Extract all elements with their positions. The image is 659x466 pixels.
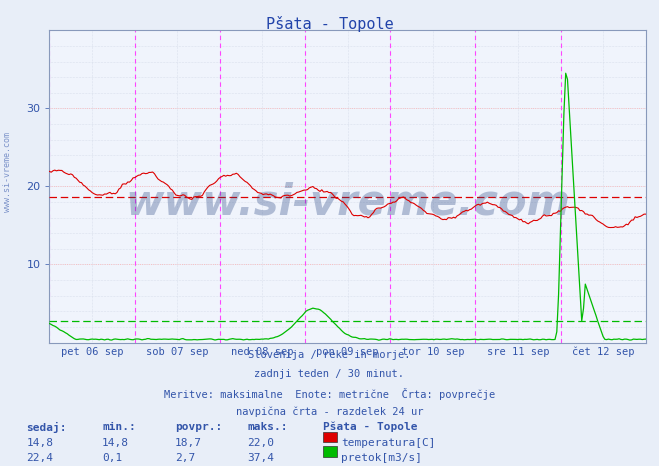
Text: min.:: min.: [102, 422, 136, 432]
Text: Meritve: maksimalne  Enote: metrične  Črta: povprečje: Meritve: maksimalne Enote: metrične Črta… [164, 388, 495, 400]
Text: 22,0: 22,0 [247, 438, 274, 448]
Text: maks.:: maks.: [247, 422, 287, 432]
Text: zadnji teden / 30 minut.: zadnji teden / 30 minut. [254, 369, 405, 379]
Text: 37,4: 37,4 [247, 453, 274, 463]
Text: Pšata - Topole: Pšata - Topole [323, 422, 417, 432]
Text: povpr.:: povpr.: [175, 422, 222, 432]
Text: 0,1: 0,1 [102, 453, 123, 463]
Text: sedaj:: sedaj: [26, 422, 67, 433]
Text: 2,7: 2,7 [175, 453, 195, 463]
Text: navpična črta - razdelek 24 ur: navpična črta - razdelek 24 ur [236, 406, 423, 417]
Text: 18,7: 18,7 [175, 438, 202, 448]
Text: 14,8: 14,8 [102, 438, 129, 448]
Text: www.si-vreme.com: www.si-vreme.com [125, 181, 570, 223]
Text: Pšata - Topole: Pšata - Topole [266, 16, 393, 32]
Text: 22,4: 22,4 [26, 453, 53, 463]
Text: www.si-vreme.com: www.si-vreme.com [3, 132, 13, 212]
Text: Slovenija / reke in morje.: Slovenija / reke in morje. [248, 350, 411, 360]
Text: pretok[m3/s]: pretok[m3/s] [341, 453, 422, 463]
Text: 14,8: 14,8 [26, 438, 53, 448]
Text: temperatura[C]: temperatura[C] [341, 438, 436, 448]
